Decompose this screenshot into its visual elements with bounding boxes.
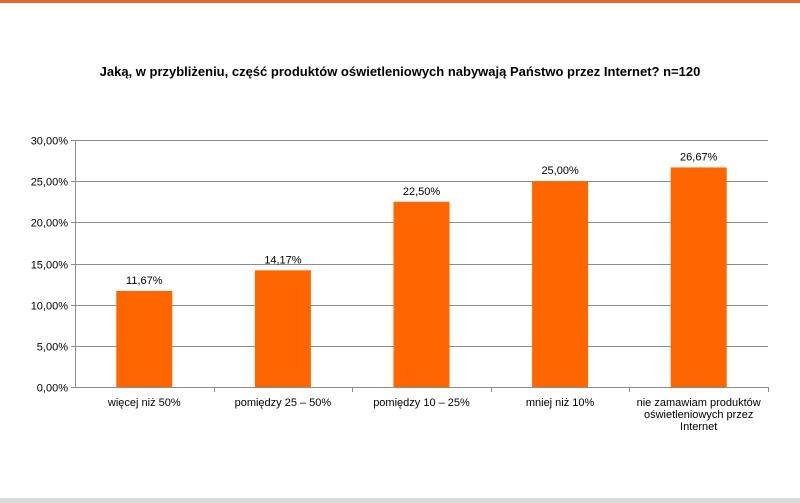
data-label: 11,67% [126, 275, 163, 287]
bottom-rule [0, 498, 800, 503]
data-label: 26,67% [680, 151, 718, 163]
y-tick-label: 20,00% [31, 218, 69, 230]
y-tick-label: 30,00% [31, 136, 69, 148]
x-category-label: mniej niż 10% [526, 397, 595, 409]
chart-title: Jaką, w przybliżeniu, część produktów oś… [99, 64, 701, 79]
data-label: 25,00% [541, 165, 579, 177]
x-category-label: pomiędzy 25 – 50% [235, 397, 332, 409]
x-category-label: nie zamawiam produktów oświetleniowych pr… [637, 397, 761, 433]
top-accent-rule [0, 0, 800, 3]
x-category-label: pomiędzy 10 – 25% [373, 397, 470, 409]
x-category-label: więcej niż 50% [107, 397, 181, 409]
bar [116, 290, 173, 387]
data-label: 14,17% [264, 254, 302, 266]
y-tick-label: 0,00% [37, 383, 68, 395]
bar [532, 181, 589, 387]
y-tick-label: 5,00% [37, 342, 68, 354]
bar [254, 270, 311, 387]
bar [393, 201, 450, 387]
y-tick-label: 10,00% [31, 301, 69, 313]
data-label: 22,50% [403, 186, 441, 198]
y-tick-label: 25,00% [31, 177, 69, 189]
y-tick-label: 15,00% [31, 260, 69, 272]
bar [670, 167, 727, 387]
